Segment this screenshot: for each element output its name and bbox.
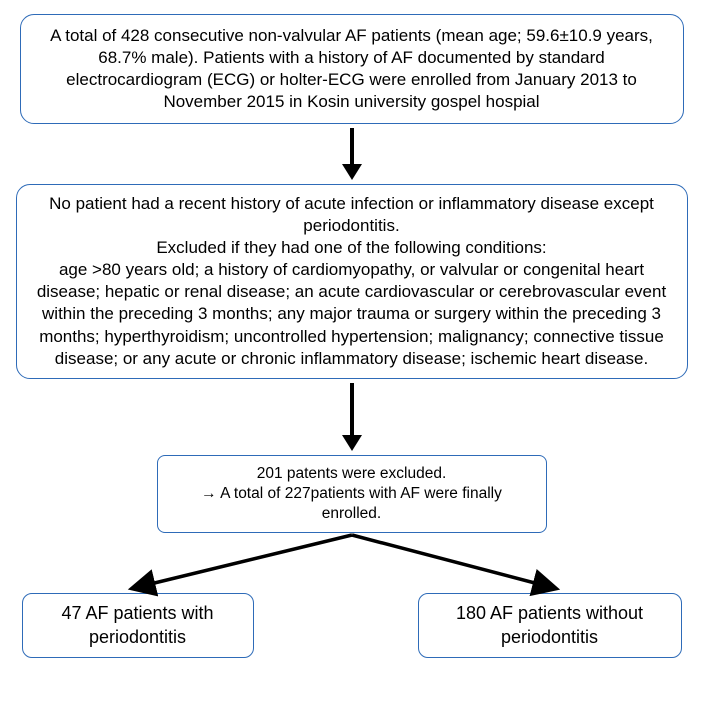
flow-box-result-left: 47 AF patients with periodontitis bbox=[22, 593, 254, 658]
exclusion-line2: Excluded if they had one of the followin… bbox=[156, 237, 546, 259]
intro-text: A total of 428 consecutive non-valvular … bbox=[33, 25, 671, 113]
right-line2: periodontitis bbox=[501, 626, 598, 649]
arrow-shaft bbox=[350, 128, 354, 164]
split-arrows-icon bbox=[22, 533, 682, 597]
arrow-head-icon bbox=[342, 164, 362, 180]
flow-box-intro: A total of 428 consecutive non-valvular … bbox=[20, 14, 684, 124]
left-line2: periodontitis bbox=[89, 626, 186, 649]
arrow-down-2 bbox=[342, 383, 362, 451]
flow-box-exclusion: No patient had a recent history of acute… bbox=[16, 184, 688, 379]
exclusion-line3: age >80 years old; a history of cardiomy… bbox=[29, 259, 675, 369]
enrolled-line2: → A total of 227patients with AF were fi… bbox=[170, 484, 534, 524]
arrow-shaft bbox=[350, 383, 354, 435]
flow-box-enrolled: 201 patents were excluded. → A total of … bbox=[157, 455, 547, 533]
arrow-head-icon bbox=[342, 435, 362, 451]
arrow-down-1 bbox=[342, 128, 362, 180]
enrolled-line1: 201 patents were excluded. bbox=[257, 464, 447, 484]
exclusion-line1: No patient had a recent history of acute… bbox=[29, 193, 675, 237]
left-line1: 47 AF patients with bbox=[61, 602, 213, 625]
flow-box-result-right: 180 AF patients without periodontitis bbox=[418, 593, 682, 658]
split-container: 47 AF patients with periodontitis 180 AF… bbox=[22, 593, 682, 658]
right-line1: 180 AF patients without bbox=[456, 602, 643, 625]
